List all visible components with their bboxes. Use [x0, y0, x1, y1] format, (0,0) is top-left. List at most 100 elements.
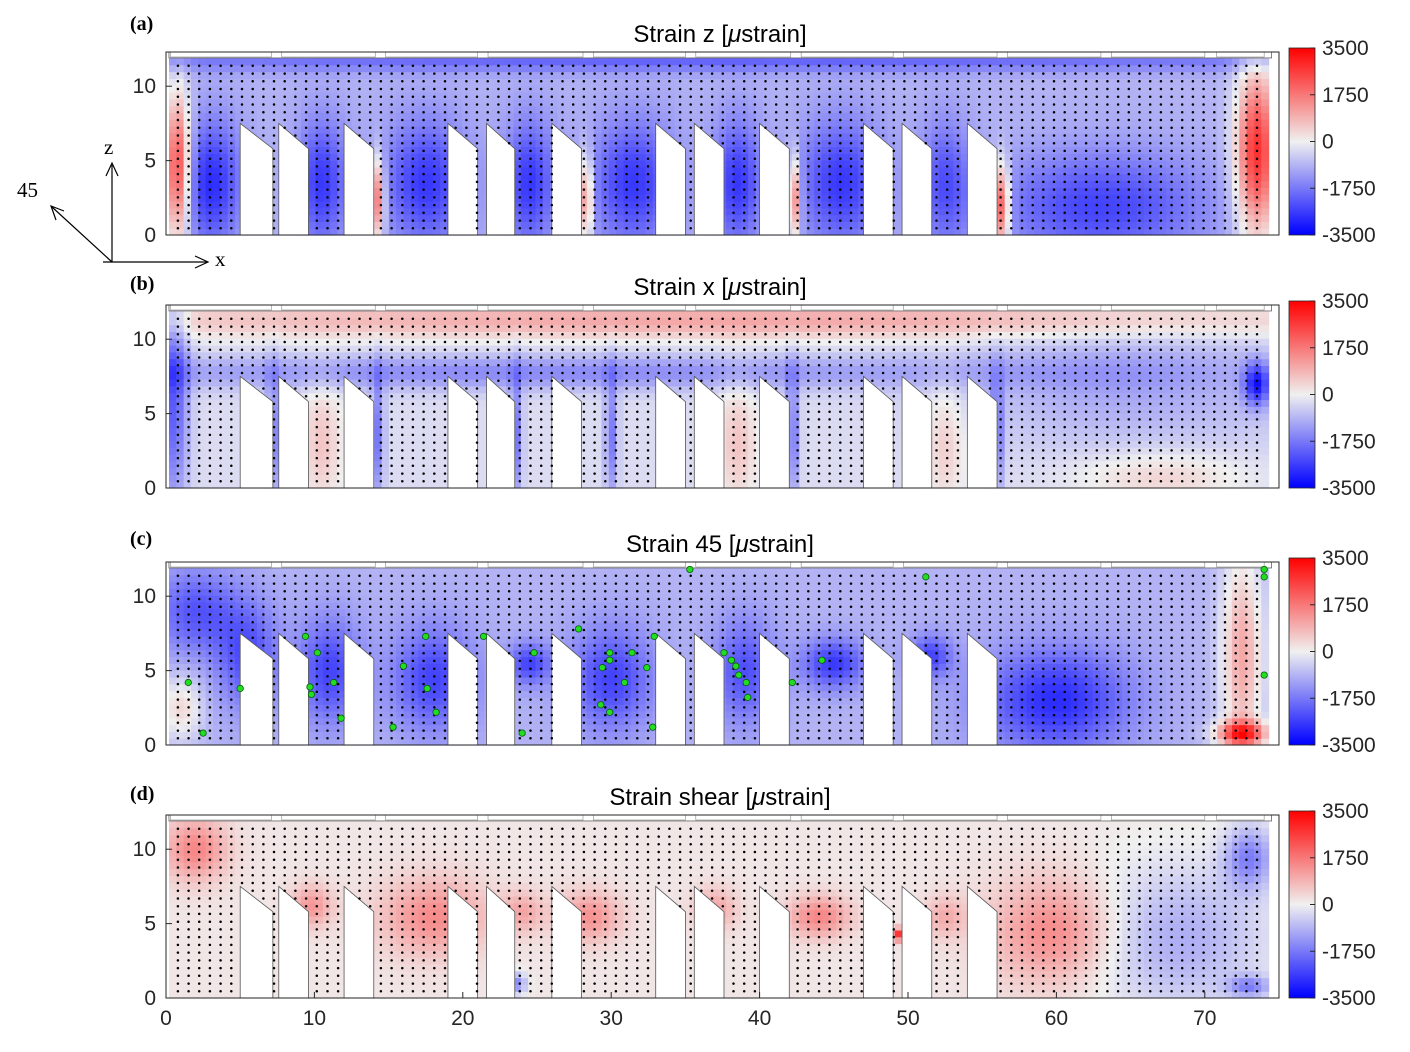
grid-dot [422, 157, 425, 160]
heatmap-cell [190, 180, 199, 188]
grid-dot [753, 80, 757, 83]
heatmap-cell [535, 200, 544, 209]
heatmap-cell [454, 57, 463, 66]
grid-dot [668, 118, 671, 122]
heatmap-cell [403, 194, 412, 202]
heatmap-cell [432, 78, 441, 86]
heatmap-cell [938, 153, 947, 161]
heatmap-cell [1048, 173, 1057, 182]
heatmap-cell [1231, 112, 1240, 120]
heatmap-cell [990, 98, 998, 107]
heatmap-cell [1187, 187, 1196, 195]
heatmap-cell [469, 112, 478, 120]
grid-dot [839, 157, 842, 160]
grid-dot [614, 219, 618, 222]
grid-dot [433, 165, 436, 168]
grid-dot [208, 227, 212, 230]
heatmap-cell [1129, 153, 1138, 161]
heatmap-cell [198, 112, 207, 120]
grid-dot [358, 126, 361, 129]
heatmap-cell [212, 146, 221, 154]
grid-dot [839, 165, 842, 168]
heatmap-cell [1261, 166, 1270, 175]
grid-dot [742, 149, 746, 153]
heatmap-cell [535, 139, 544, 148]
heatmap-cell [418, 180, 427, 188]
grid-dot [294, 103, 297, 106]
grid-dot [796, 141, 799, 145]
grid-dot [240, 118, 244, 122]
grid-dot [411, 72, 415, 75]
heatmap-cell [572, 57, 581, 66]
heatmap-cell [352, 57, 361, 66]
heatmap-cell [1158, 207, 1167, 216]
grid-dot [336, 172, 340, 176]
heatmap-cell [1158, 173, 1167, 182]
heatmap-cell [1129, 105, 1138, 114]
grid-dot [294, 118, 297, 122]
grid-dot [839, 118, 842, 122]
heatmap-cell [1246, 214, 1255, 222]
heatmap-cell [374, 92, 383, 100]
heatmap-cell [638, 146, 647, 154]
grid-dot [475, 80, 479, 83]
grid-dot [817, 203, 821, 207]
grid-dot [251, 80, 254, 83]
grid-dot [197, 157, 201, 160]
heatmap-cell [176, 166, 185, 175]
heatmap-cell [1085, 57, 1094, 66]
grid-dot [336, 126, 340, 129]
grid-dot [550, 180, 554, 184]
heatmap-cell [638, 64, 647, 73]
heatmap-cell [462, 57, 471, 66]
heatmap-cell [1078, 85, 1086, 93]
heatmap-cell [366, 112, 375, 120]
heatmap-cell [1019, 126, 1028, 134]
heatmap-cell [1187, 57, 1196, 66]
heatmap-cell [374, 173, 383, 182]
grid-dot [732, 134, 735, 137]
heatmap-cell [938, 78, 947, 86]
heatmap-cell [454, 92, 463, 100]
heatmap-cell [234, 146, 243, 154]
heatmap-cell [916, 112, 925, 120]
grid-dot [422, 227, 425, 230]
heatmap-cell [645, 119, 654, 127]
grid-dot [550, 118, 554, 122]
heatmap-cell [1246, 180, 1255, 188]
heatmap-cell [777, 112, 786, 120]
heatmap-cell [682, 132, 691, 141]
grid-dot [368, 111, 372, 114]
grid-dot [518, 219, 522, 222]
heatmap-cell [1070, 132, 1079, 141]
heatmap-cell [205, 187, 214, 195]
heatmap-cell [542, 166, 551, 175]
heatmap-cell [403, 92, 412, 100]
grid-dot [379, 196, 383, 199]
heatmap-cell [821, 228, 830, 236]
heatmap-cell [997, 92, 1006, 100]
heatmap-cell [183, 221, 192, 229]
grid-dot [742, 141, 746, 145]
heatmap-cell [1195, 160, 1204, 168]
heatmap-cell [916, 71, 925, 79]
grid-dot [571, 111, 575, 114]
heatmap-cell [374, 78, 383, 86]
heatmap-cell [850, 187, 859, 195]
grid-dot [433, 211, 436, 215]
heatmap-cell [718, 57, 727, 66]
heatmap-cell [682, 139, 691, 148]
heatmap-cell [960, 78, 969, 86]
grid-dot [197, 134, 201, 137]
grid-dot [796, 211, 799, 215]
grid-dot [326, 172, 329, 176]
heatmap-cell [1048, 221, 1057, 229]
heatmap-cell [894, 119, 903, 127]
grid-dot [411, 180, 415, 184]
heatmap-cell [366, 64, 375, 73]
heatmap-cell [902, 71, 910, 79]
grid-dot [433, 64, 436, 68]
heatmap-cell [242, 105, 251, 114]
heatmap-cell [938, 98, 947, 107]
grid-dot [614, 72, 618, 75]
